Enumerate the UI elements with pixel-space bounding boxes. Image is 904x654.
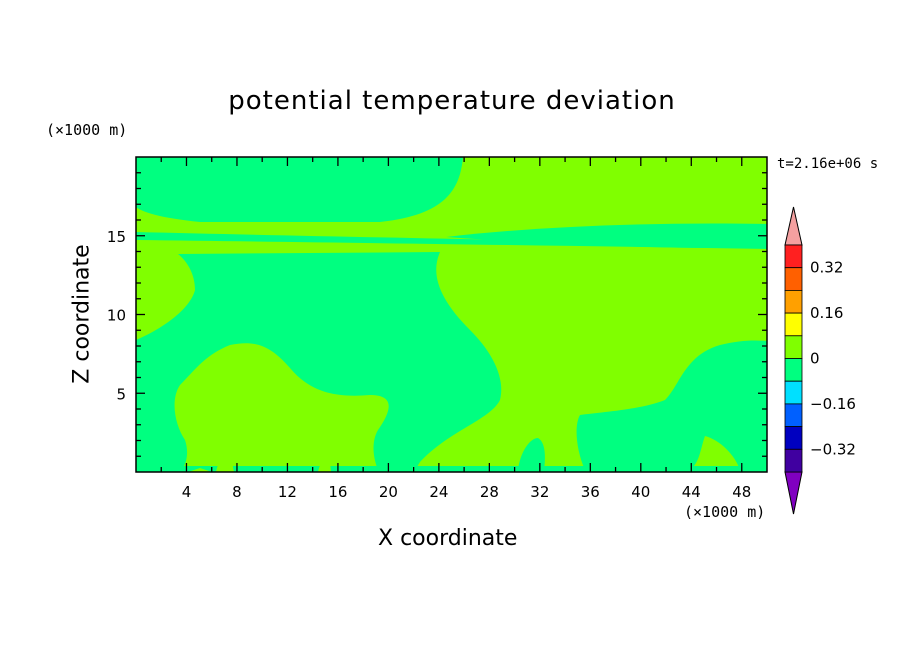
x-tick-label: 32 (530, 483, 549, 501)
y-tick-label: 15 (107, 228, 126, 246)
region-right-lens (446, 223, 767, 248)
colorbar-band (784, 448, 803, 473)
time-label: t=2.16e+06 s (777, 156, 879, 172)
x-tick-label: 20 (379, 483, 398, 501)
x-tick-label: 4 (182, 483, 192, 501)
colorbar-band (784, 380, 803, 405)
positive-bumps (188, 458, 331, 472)
x-tick-label: 28 (480, 483, 499, 501)
y-axis: 5 10 15 (107, 172, 767, 457)
region-bottom-strip (136, 466, 767, 472)
x-tick-label: 40 (631, 483, 650, 501)
colorbar-band (784, 244, 803, 269)
x-tick-label: 36 (581, 483, 600, 501)
colorbar-band (784, 289, 803, 314)
colorbar-band (784, 335, 803, 359)
y-axis-unit: (×1000 m) (46, 121, 128, 139)
colorbar-band (784, 358, 803, 382)
region-bump-32 (518, 438, 545, 470)
colorbar-band (784, 426, 803, 450)
x-axis-unit: (×1000 m) (684, 503, 766, 521)
y-tick-label: 10 (107, 307, 126, 325)
colorbar-tick-label: −0.32 (810, 440, 856, 458)
x-axis-label: X coordinate (378, 526, 518, 551)
y-tick-label: 5 (116, 385, 126, 403)
x-tick-label: 16 (328, 483, 347, 501)
colorbar-band (784, 267, 803, 291)
colorbar-tick-label: 0.16 (810, 304, 843, 322)
x-axis: 4 8 12 16 20 24 28 32 36 40 44 48 (160, 157, 751, 501)
colorbar: 0.32 0.16 0 −0.16 −0.32 (784, 206, 856, 515)
colorbar-tick-label: 0.32 (810, 259, 843, 277)
colorbar-tick-label: −0.16 (810, 395, 856, 413)
negative-regions (136, 157, 767, 472)
colorbar-extend-high (784, 206, 803, 246)
x-tick-label: 24 (429, 483, 448, 501)
colorbar-tick-label: 0 (810, 350, 820, 368)
chart-title: potential temperature deviation (228, 86, 676, 116)
region-center (136, 252, 502, 470)
colorbar-band (784, 312, 803, 337)
colorbar-extend-low (784, 471, 803, 515)
region-right-lower (576, 340, 767, 470)
colorbar-band (784, 403, 803, 427)
x-tick-label: 12 (278, 483, 297, 501)
region-top-left (136, 157, 463, 222)
x-tick-label: 48 (732, 483, 751, 501)
x-tick-label: 8 (232, 483, 242, 501)
x-tick-label: 44 (682, 483, 701, 501)
